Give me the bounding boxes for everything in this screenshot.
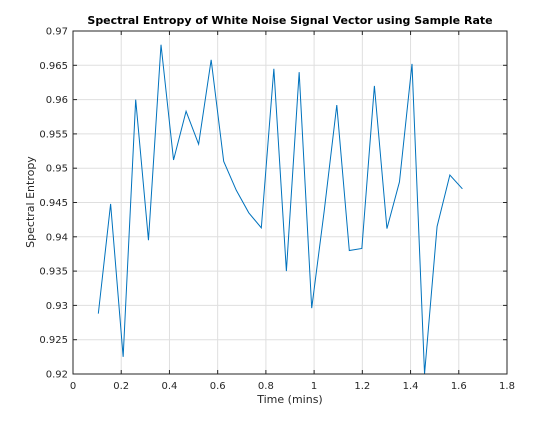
x-tick-labels: 0 0.2 0.4 0.6 0.8 1 1.2 1.4 1.6 1.8 [70, 381, 515, 392]
x-tick-label: 1.6 [451, 381, 467, 392]
y-tick-label: 0.935 [39, 267, 68, 278]
y-tick-labels: 0.92 0.925 0.93 0.935 0.94 0.945 0.95 0.955 0.96… [39, 27, 68, 381]
y-tick-label: 0.925 [39, 335, 68, 346]
x-tick-label: 0.6 [210, 381, 226, 392]
x-tick-label: 0.8 [258, 381, 274, 392]
y-tick-label: 0.965 [39, 61, 68, 72]
y-tick-label: 0.945 [39, 198, 68, 209]
series-line [97, 44, 463, 375]
y-tick-label: 0.955 [39, 129, 68, 140]
plot-box [72, 30, 508, 375]
y-tick-label: 0.92 [46, 370, 68, 381]
chart-title: Spectral Entropy of White Noise Signal V… [87, 14, 492, 27]
x-tick-label: 1 [311, 381, 317, 392]
x-tick-label: 1.2 [354, 381, 370, 392]
x-tick-label: 1.4 [403, 381, 419, 392]
x-axis-label: Time (mins) [256, 393, 322, 406]
y-tick-label: 0.94 [46, 232, 68, 243]
y-axis-label: Spectral Entropy [24, 156, 37, 248]
y-tick-label: 0.93 [46, 301, 68, 312]
y-tick-label: 0.96 [46, 95, 68, 106]
y-tick-label: 0.95 [46, 164, 68, 175]
x-tick-label: 0.2 [113, 381, 129, 392]
x-tick-label: 0.4 [161, 381, 177, 392]
x-tick-label: 1.8 [499, 381, 515, 392]
x-tick-label: 0 [70, 381, 76, 392]
grid [73, 31, 507, 374]
y-tick-label: 0.97 [46, 27, 68, 38]
